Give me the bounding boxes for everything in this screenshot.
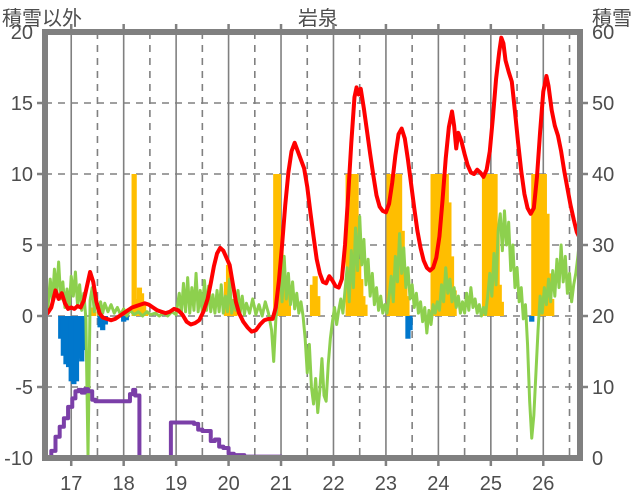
x-tick-label: 26 xyxy=(532,473,554,495)
x-tick-label: 20 xyxy=(217,473,239,495)
y-tick-left: 0 xyxy=(22,306,33,328)
axis-tick-labels: -10 -5 0 5 10 15 20 0 10 20 30 40 50 60 17 18 19 20 21 22 23… xyxy=(4,22,614,495)
y-tick-right: 60 xyxy=(592,22,614,44)
y-tick-left: 15 xyxy=(11,93,33,115)
left-axis-caption: 積雪以外 xyxy=(2,8,82,30)
snowfall-bars xyxy=(58,316,535,385)
y-tick-left: -5 xyxy=(15,377,33,399)
x-tick-label: 22 xyxy=(322,473,344,495)
y-tick-right: 20 xyxy=(592,306,614,328)
axis-ticks xyxy=(37,24,588,466)
y-tick-left: 5 xyxy=(22,235,33,257)
y-tick-left: 20 xyxy=(11,22,33,44)
y-tick-left: -10 xyxy=(4,448,33,470)
wind-series-line xyxy=(46,209,580,457)
x-tick-label: 19 xyxy=(165,473,187,495)
x-tick-label: 24 xyxy=(427,473,449,495)
temperature-series-line xyxy=(45,35,580,334)
x-tick-label: 17 xyxy=(60,473,82,495)
right-axis-caption: 積雪 xyxy=(592,8,632,30)
x-tick-label: 18 xyxy=(113,473,135,495)
y-tick-right: 40 xyxy=(592,164,614,186)
y-tick-right: 50 xyxy=(592,93,614,115)
x-tick-label: 21 xyxy=(270,473,292,495)
chart-title: 岩泉 xyxy=(298,8,338,30)
y-tick-left: 10 xyxy=(11,164,33,186)
snowdepth-series-line xyxy=(45,387,580,458)
y-tick-right: 30 xyxy=(592,235,614,257)
y-tick-right: 10 xyxy=(592,377,614,399)
y-tick-right: 0 xyxy=(592,448,603,470)
x-tick-label: 23 xyxy=(375,473,397,495)
x-tick-label: 25 xyxy=(480,473,502,495)
